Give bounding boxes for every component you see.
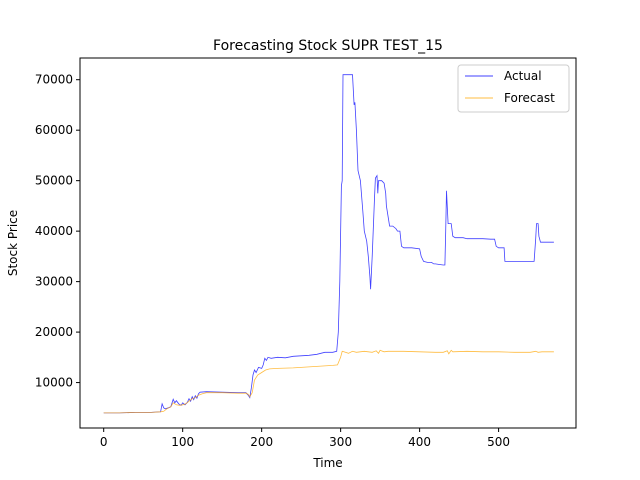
y-tick-label: 10000	[35, 376, 73, 390]
x-tick-label: 100	[171, 435, 194, 449]
x-tick-label: 500	[487, 435, 510, 449]
x-tick-label: 400	[408, 435, 431, 449]
y-tick-label: 40000	[35, 224, 73, 238]
y-axis: 10000 20000 30000 40000 50000 60000 70000	[35, 73, 80, 390]
chart-title: Forecasting Stock SUPR TEST_15	[213, 38, 443, 54]
x-tick-label: 0	[100, 435, 108, 449]
x-tick-label: 300	[329, 435, 352, 449]
x-axis: 0 100 200 300 400 500	[100, 428, 510, 449]
legend-label-actual: Actual	[504, 69, 542, 83]
series-line-actual	[103, 74, 554, 414]
x-tick-label: 200	[250, 435, 273, 449]
series-layer	[103, 74, 554, 414]
y-tick-label: 30000	[35, 275, 73, 289]
legend-box	[457, 64, 570, 113]
plot-frame	[79, 57, 577, 429]
legend: Actual Forecast	[457, 64, 570, 113]
y-tick-label: 50000	[35, 174, 73, 188]
series-line-forecast	[103, 349, 554, 414]
x-axis-label: Time	[312, 456, 342, 470]
y-tick-label: 70000	[35, 73, 73, 87]
legend-label-forecast: Forecast	[504, 91, 555, 105]
y-axis-label: Stock Price	[6, 210, 20, 276]
y-tick-label: 20000	[35, 325, 73, 339]
y-tick-label: 60000	[35, 123, 73, 137]
